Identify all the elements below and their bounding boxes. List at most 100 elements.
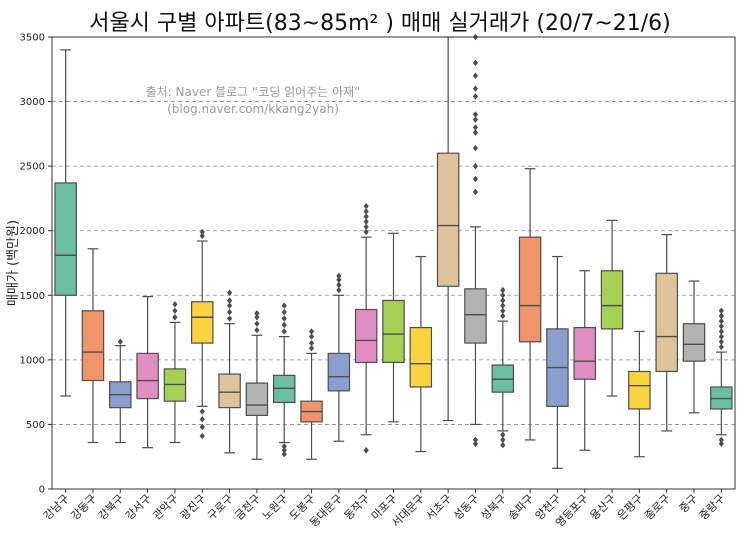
box-관악구 (163, 301, 187, 444)
outlier-point (363, 218, 369, 225)
x-tick-label: 강동구 (68, 492, 99, 523)
y-axis-label: 매매가 (백만원) (6, 220, 21, 306)
box-iqr (245, 382, 269, 416)
x-tick-label: 금천구 (232, 491, 263, 522)
outlier-point (500, 307, 506, 314)
box-iqr (464, 288, 487, 344)
outlier-point (199, 232, 205, 240)
outlier-point (199, 228, 205, 236)
box-노원구 (272, 302, 296, 458)
box-iqr (54, 182, 77, 296)
x-tick-label: 은평구 (615, 492, 646, 523)
x-tick-label: 중구 (677, 492, 701, 516)
box-양천구 (546, 255, 569, 469)
outlier-point (226, 315, 233, 322)
outlier-point (472, 72, 479, 79)
outlier-point (718, 436, 724, 444)
outlier-point (254, 310, 260, 317)
outlier-point (472, 111, 479, 118)
outlier-point (363, 208, 369, 215)
y-tick-label: 0 (39, 485, 45, 496)
box-용산구 (600, 219, 624, 397)
box-광진구 (191, 228, 214, 440)
y-tick-label: 500 (26, 420, 45, 431)
outlier-point (718, 312, 724, 320)
outlier-point (336, 272, 342, 280)
y-axis: 0 500 1000 1500 2000 2500 3000 3500 (20, 33, 52, 496)
outlier-point (718, 317, 724, 325)
x-tick-label: 서초구 (424, 492, 455, 523)
source-annotation-url: (blog.naver.com/kkang2yah) (167, 102, 339, 116)
box-서초구 (436, 36, 460, 422)
box-iqr (218, 373, 241, 409)
outlier-point (363, 202, 369, 210)
box-iqr (409, 326, 433, 388)
box-iqr (682, 323, 706, 362)
box-iqr (518, 236, 542, 343)
outlier-point (199, 416, 205, 423)
outlier-point (363, 228, 369, 236)
outlier-point (500, 292, 506, 299)
x-tick-label: 종로구 (642, 492, 673, 523)
outlier-point (226, 289, 233, 296)
box-iqr (573, 326, 596, 380)
outlier-point (718, 343, 724, 351)
y-tick-label: 2000 (20, 226, 45, 237)
box-iqr (382, 299, 405, 364)
outlier-point (308, 333, 315, 340)
outlier-point (281, 328, 287, 335)
outlier-point (308, 339, 315, 347)
x-tick-label: 중랑구 (697, 492, 728, 523)
box-iqr (81, 310, 105, 382)
outlier-point (281, 315, 287, 322)
outlier-point (226, 302, 233, 309)
outlier-point (472, 59, 479, 67)
outlier-point (336, 281, 342, 289)
outlier-point (254, 326, 260, 334)
box-iqr (655, 272, 678, 373)
outlier-point (472, 440, 479, 447)
box-동대문구 (327, 272, 351, 442)
box-iqr (136, 352, 159, 400)
box-서대문구 (409, 255, 433, 453)
outlier-point (199, 408, 205, 415)
outlier-point (254, 320, 260, 327)
box-성북구 (491, 286, 515, 449)
y-tick-label: 1000 (20, 355, 45, 366)
outlier-point (117, 338, 123, 345)
outlier-point (254, 314, 260, 321)
outlier-point (500, 297, 506, 304)
outlier-point (363, 447, 369, 454)
box-강동구 (81, 248, 105, 444)
box-송파구 (518, 168, 542, 441)
box-중구 (682, 280, 706, 414)
box-영등포구 (573, 270, 596, 451)
outlier-point (472, 144, 479, 152)
y-tick-label: 3500 (20, 33, 45, 44)
outlier-point (472, 93, 479, 100)
outlier-point (363, 223, 369, 231)
outlier-point (472, 175, 479, 183)
x-tick-label: 성북구 (478, 492, 509, 523)
outlier-point (500, 302, 506, 309)
x-tick-label: 동작구 (342, 492, 373, 523)
box-iqr (436, 152, 460, 287)
box-도봉구 (300, 328, 323, 460)
box-동작구 (354, 202, 378, 454)
outlier-point (472, 162, 479, 170)
x-tick-label: 성동구 (451, 492, 482, 523)
outlier-point (472, 116, 479, 123)
x-tick-label: 용산구 (588, 492, 619, 523)
box-성동구 (464, 33, 487, 447)
y-tick-label: 1500 (20, 291, 45, 302)
box-강북구 (109, 338, 132, 444)
x-tick-label: 강북구 (96, 492, 127, 523)
boxes (54, 33, 733, 469)
outlier-point (472, 85, 479, 92)
outlier-point (472, 129, 479, 136)
outlier-point (472, 124, 479, 131)
outlier-point (718, 323, 724, 330)
x-tick-label: 강서구 (123, 492, 154, 523)
outlier-point (281, 308, 287, 316)
